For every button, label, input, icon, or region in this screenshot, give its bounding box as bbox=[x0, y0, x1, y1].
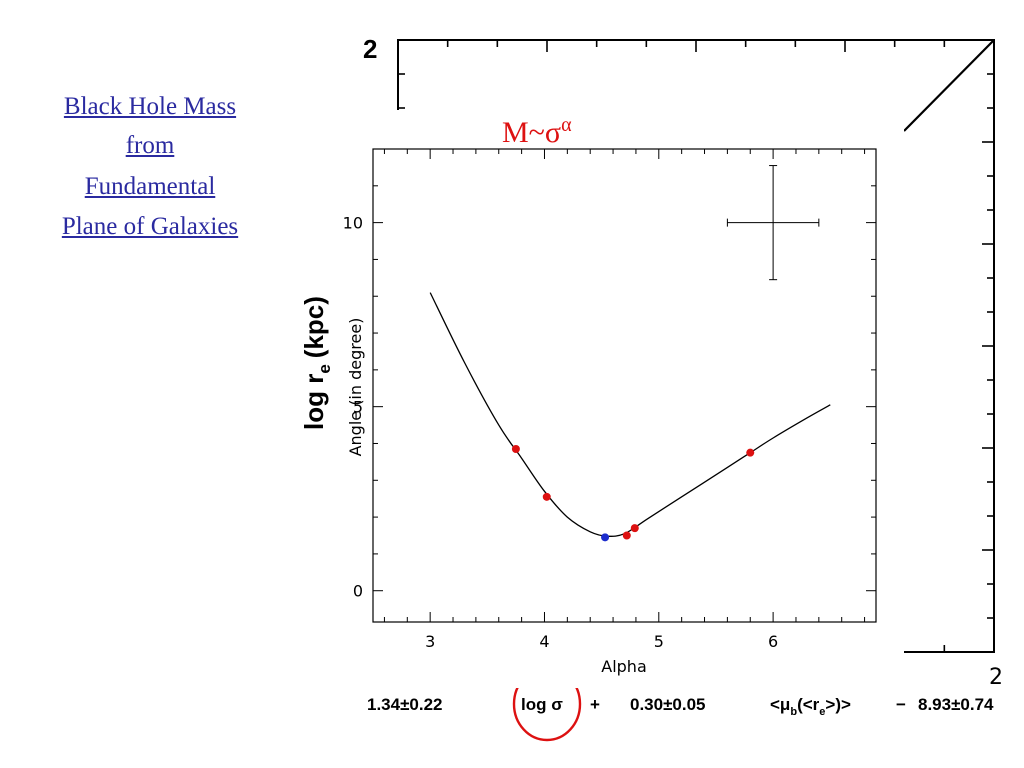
equation-term-mu: <μb(<re>)> bbox=[770, 695, 851, 718]
inset-overlay-background bbox=[336, 110, 904, 688]
corner-tick-label-bottom: 2 bbox=[989, 665, 1003, 690]
inset-x-tick-label: 3 bbox=[425, 632, 435, 651]
fit-curve bbox=[429, 292, 831, 537]
inset-y-tick-label: 10 bbox=[343, 214, 363, 233]
overlay-title-base: M~σ bbox=[502, 116, 561, 149]
inset-y-tick-label: 5 bbox=[353, 398, 363, 417]
equation-minus: − bbox=[896, 695, 906, 714]
inset-y-tick-labels: 0 5 10 bbox=[343, 214, 363, 601]
equation-term-3: 0.30±0.05 bbox=[630, 695, 706, 714]
inset-x-tick-labels: 3 4 5 6 bbox=[425, 632, 778, 651]
background-ylabel: log re (kpc) bbox=[299, 296, 334, 430]
inset-ylabel: Angle (in degree) bbox=[346, 318, 365, 457]
corner-tick-label-top: 2 bbox=[363, 34, 377, 64]
inset-chart: 3 4 5 6 0 5 10 Alpha Angle (in degree) bbox=[343, 148, 877, 676]
inset-x-tick-label: 5 bbox=[654, 632, 664, 651]
data-point-2 bbox=[542, 492, 551, 501]
inset-axis-ticks bbox=[373, 149, 876, 622]
overlay-title: M~σα bbox=[502, 114, 572, 149]
data-points bbox=[511, 444, 755, 542]
equation-plus: + bbox=[590, 695, 600, 714]
data-point-4 bbox=[622, 531, 631, 540]
equation-term-logsigma: log σ bbox=[521, 695, 563, 714]
inset-xlabel: Alpha bbox=[601, 657, 647, 676]
background-ylabel-subscript: e bbox=[315, 364, 334, 373]
equation-term-1: 1.34±0.22 bbox=[367, 695, 443, 714]
link-line-4[interactable]: Plane of Galaxies bbox=[61, 213, 239, 240]
link-line-2[interactable]: from bbox=[125, 132, 175, 159]
data-point-6 bbox=[746, 448, 755, 457]
equation-term-5: 8.93±0.74 bbox=[918, 695, 994, 714]
background-ylabel-unit: (kpc) bbox=[299, 296, 329, 358]
link-line-1[interactable]: Black Hole Mass bbox=[63, 93, 237, 120]
background-ylabel-main: log r bbox=[299, 374, 329, 430]
overlay-title-superscript: α bbox=[561, 114, 572, 136]
inset-x-tick-label: 6 bbox=[768, 632, 778, 651]
background-diagonal-line bbox=[903, 39, 995, 132]
data-point-3 bbox=[601, 533, 610, 542]
error-bar-cross bbox=[726, 165, 820, 281]
data-point-1 bbox=[511, 444, 520, 453]
link-line-3[interactable]: Fundamental bbox=[84, 173, 216, 200]
data-point-5 bbox=[630, 524, 639, 533]
inset-x-tick-label: 4 bbox=[539, 632, 549, 651]
inset-plot-frame bbox=[372, 148, 877, 623]
inset-y-tick-label: 0 bbox=[353, 582, 363, 601]
